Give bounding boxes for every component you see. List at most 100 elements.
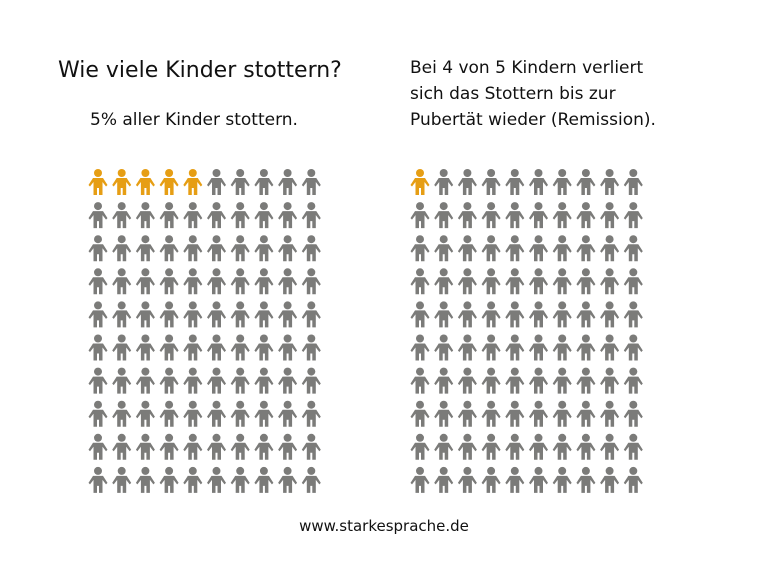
child-icon [410,367,430,394]
remission-line: sich das Stottern bis zur [410,84,616,104]
child-icon [230,367,250,394]
child-icon [254,334,274,361]
child-icon [600,301,620,328]
child-icon [230,466,250,493]
child-icon [254,367,274,394]
pictogram-right [410,169,643,493]
child-icon [576,433,596,460]
child-icon [159,235,179,262]
child-icon [576,466,596,493]
child-icon [623,235,643,262]
child-icon [135,433,155,460]
child-icon [278,169,298,195]
child-icon [434,400,454,427]
child-icon [183,400,203,427]
child-icon [529,367,548,394]
child-icon [278,268,298,295]
child-icon [88,301,108,328]
child-icon [410,466,430,493]
child-icon [552,169,572,195]
child-icon [278,235,298,262]
child-icon [207,268,226,295]
child-icon [576,400,596,427]
child-icon [457,202,477,229]
child-icon [505,367,525,394]
child-icon [481,433,501,460]
child-icon [230,334,250,361]
child-icon [278,334,298,361]
child-icon [301,301,321,328]
child-icon [457,235,477,262]
child-icon [410,400,430,427]
child-icon [112,334,132,361]
child-icon [254,433,274,460]
child-icon [481,202,501,229]
child-icon [481,169,501,195]
child-icon-highlighted [112,169,132,195]
child-icon [481,400,501,427]
child-icon [254,400,274,427]
child-icon [552,202,572,229]
child-icon [505,400,525,427]
footer-url: www.starkesprache.de [299,517,469,535]
child-icon [159,367,179,394]
child-icon [434,334,454,361]
child-icon [552,301,572,328]
child-icon [434,301,454,328]
child-icon [410,268,430,295]
child-icon [481,334,501,361]
child-icon [481,268,501,295]
child-icon [207,169,226,195]
child-icon [230,301,250,328]
child-icon [254,235,274,262]
child-icon [576,235,596,262]
child-icon [434,367,454,394]
child-icon [301,202,321,229]
child-icon [183,202,203,229]
child-icon [529,268,548,295]
child-icon [112,433,132,460]
child-icon [552,235,572,262]
child-icon [529,400,548,427]
child-icon [112,268,132,295]
child-icon [623,466,643,493]
child-icon [301,466,321,493]
child-icon [576,334,596,361]
child-icon [600,202,620,229]
child-icon [254,466,274,493]
child-icon [254,169,274,195]
child-icon [434,235,454,262]
child-icon [230,433,250,460]
child-icon [434,169,454,195]
child-icon [230,400,250,427]
child-icon [410,334,430,361]
child-icon [505,202,525,229]
child-icon [254,301,274,328]
child-icon [505,334,525,361]
child-icon [278,400,298,427]
child-icon [529,301,548,328]
child-icon [457,400,477,427]
child-icon [254,202,274,229]
child-icon [600,400,620,427]
child-icon [600,466,620,493]
child-icon [457,433,477,460]
child-icon [135,235,155,262]
child-icon [505,235,525,262]
child-icon-highlighted [159,169,179,195]
child-icon [552,334,572,361]
child-icon [457,301,477,328]
child-icon [278,301,298,328]
child-icon [576,169,596,195]
child-icon [159,466,179,493]
child-icon [600,433,620,460]
child-icon [230,235,250,262]
remission-line: Pubertät wieder (Remission). [410,110,656,130]
child-icon [457,268,477,295]
child-icon [301,235,321,262]
child-icon [552,268,572,295]
child-icon [505,301,525,328]
child-icon [576,202,596,229]
child-icon [600,334,620,361]
child-icon [552,367,572,394]
